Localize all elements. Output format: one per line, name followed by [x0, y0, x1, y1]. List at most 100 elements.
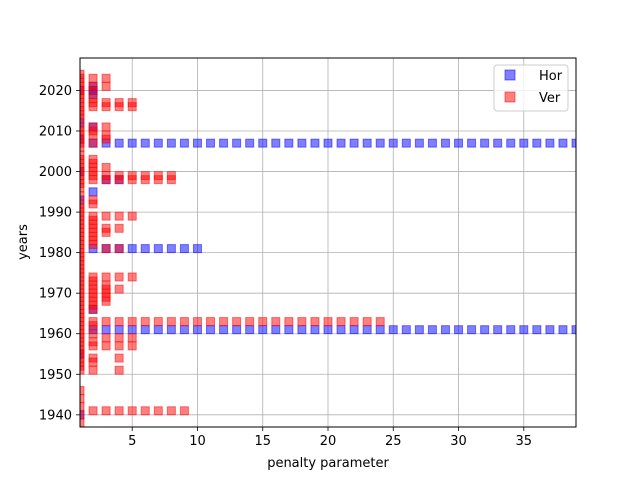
data-point-hor: [519, 325, 529, 335]
legend-label-ver: Ver: [539, 91, 561, 106]
data-point-ver: [101, 223, 111, 233]
y-tick-label: 1970: [39, 287, 72, 302]
data-point-hor: [258, 138, 268, 148]
data-point-hor: [401, 325, 411, 335]
data-point-hor: [506, 325, 516, 335]
data-point-ver: [362, 317, 372, 327]
data-point-hor: [101, 325, 111, 335]
data-point-hor: [310, 138, 320, 148]
data-point-ver: [101, 130, 111, 140]
data-point-hor: [140, 138, 150, 148]
data-point-hor: [480, 325, 490, 335]
x-tick-label: 35: [516, 434, 533, 449]
data-point-ver: [284, 317, 294, 327]
data-point-ver: [88, 73, 98, 83]
data-point-ver: [88, 406, 98, 416]
data-point-ver: [114, 333, 124, 343]
data-point-hor: [114, 325, 124, 335]
x-tick-label: 25: [385, 434, 402, 449]
data-point-hor: [271, 138, 281, 148]
data-point-ver: [179, 406, 189, 416]
data-point-hor: [519, 138, 529, 148]
x-tick-label: 30: [450, 434, 467, 449]
data-point-ver: [310, 317, 320, 327]
data-point-ver: [127, 333, 137, 343]
data-point-ver: [80, 418, 85, 427]
y-tick-label: 2000: [39, 165, 72, 180]
data-point-ver: [219, 317, 229, 327]
data-point-ver: [114, 341, 124, 351]
data-point-ver: [140, 406, 150, 416]
data-point-ver: [127, 211, 137, 221]
data-point-hor: [297, 325, 307, 335]
data-point-ver: [88, 154, 98, 164]
data-point-ver: [88, 272, 98, 282]
data-point-ver: [88, 94, 98, 104]
data-point-hor: [153, 138, 163, 148]
x-tick-label: 15: [254, 434, 271, 449]
data-point-hor: [271, 325, 281, 335]
data-point-ver: [114, 244, 124, 254]
data-point-hor: [493, 138, 503, 148]
data-point-ver: [88, 353, 98, 363]
data-point-ver: [323, 317, 333, 327]
x-tick-label: 10: [189, 434, 206, 449]
data-point-hor: [375, 325, 385, 335]
x-tick-label: 5: [128, 434, 136, 449]
data-point-hor: [232, 325, 242, 335]
data-point-hor: [323, 325, 333, 335]
series-layer: [80, 69, 576, 427]
data-point-ver: [101, 280, 111, 290]
y-tick-label: 2010: [39, 124, 72, 139]
data-point-ver: [114, 272, 124, 282]
data-point-ver: [88, 81, 98, 91]
data-point-hor: [127, 325, 137, 335]
data-point-ver: [127, 317, 137, 327]
data-point-ver: [114, 98, 124, 108]
data-point-ver: [114, 317, 124, 327]
data-point-hor: [440, 138, 450, 148]
data-point-hor: [571, 138, 576, 148]
data-point-ver: [114, 223, 124, 233]
legend-marker-hor: [504, 69, 516, 81]
legend-marker-ver: [504, 91, 516, 103]
data-point-hor: [467, 138, 477, 148]
data-point-ver: [101, 73, 111, 83]
data-point-hor: [401, 138, 411, 148]
data-point-hor: [179, 244, 189, 254]
data-point-ver: [245, 317, 255, 327]
y-tick-label: 1990: [39, 206, 72, 221]
data-point-ver: [88, 122, 98, 132]
data-point-hor: [166, 138, 176, 148]
data-point-hor: [219, 138, 229, 148]
data-point-hor: [245, 325, 255, 335]
data-point-ver: [80, 402, 85, 412]
y-tick-label: 1960: [39, 327, 72, 342]
data-point-hor: [532, 325, 542, 335]
data-point-ver: [192, 317, 202, 327]
x-tick-label: 20: [320, 434, 337, 449]
data-point-ver: [127, 406, 137, 416]
data-point-hor: [467, 325, 477, 335]
data-point-ver: [80, 191, 85, 201]
data-point-ver: [153, 406, 163, 416]
data-point-ver: [232, 317, 242, 327]
data-point-ver: [101, 162, 111, 172]
data-point-hor: [245, 138, 255, 148]
data-point-hor: [166, 325, 176, 335]
data-point-hor: [375, 138, 385, 148]
data-point-hor: [232, 138, 242, 148]
data-point-hor: [493, 325, 503, 335]
data-point-hor: [545, 325, 555, 335]
data-point-ver: [114, 284, 124, 294]
data-point-hor: [362, 138, 372, 148]
y-tick-label: 1940: [39, 408, 72, 423]
data-point-hor: [532, 138, 542, 148]
data-point-ver: [114, 353, 124, 363]
data-point-ver: [101, 211, 111, 221]
data-point-ver: [101, 333, 111, 343]
data-point-hor: [336, 325, 346, 335]
data-point-ver: [101, 81, 111, 91]
data-point-ver: [80, 199, 85, 209]
plot-area: [80, 69, 576, 427]
